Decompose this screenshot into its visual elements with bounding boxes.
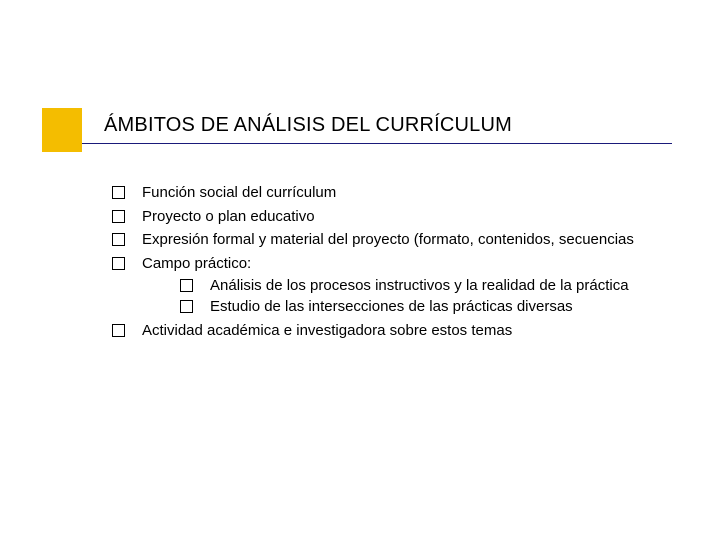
title-block: ÁMBITOS DE ANÁLISIS DEL CURRÍCULUM — [104, 114, 664, 145]
bullet-text: Función social del currículum — [142, 184, 336, 201]
list-item: Estudio de las intersecciones de las prá… — [142, 298, 672, 316]
list-item: Proyecto o plan educativo — [112, 208, 672, 226]
bullet-text: Proyecto o plan educativo — [142, 208, 315, 225]
bullet-text: Campo práctico: — [142, 255, 251, 272]
title-underline — [82, 143, 672, 144]
bullet-text: Actividad académica e investigadora sobr… — [142, 322, 512, 339]
bullet-text: Análisis de los procesos instructivos y … — [210, 277, 629, 294]
sub-bullet-list: Análisis de los procesos instructivos y … — [142, 277, 672, 316]
list-item: Expresión formal y material del proyecto… — [112, 231, 672, 249]
bullet-list: Función social del currículum Proyecto o… — [112, 184, 672, 340]
list-item: Campo práctico: Análisis de los procesos… — [112, 255, 672, 316]
list-item: Función social del currículum — [112, 184, 672, 202]
slide-title: ÁMBITOS DE ANÁLISIS DEL CURRÍCULUM — [104, 114, 664, 145]
bullet-text: Expresión formal y material del proyecto… — [142, 231, 634, 248]
bullet-text: Estudio de las intersecciones de las prá… — [210, 298, 573, 315]
list-item: Actividad académica e investigadora sobr… — [112, 322, 672, 340]
accent-box — [42, 108, 82, 152]
list-item: Análisis de los procesos instructivos y … — [142, 277, 672, 295]
content-block: Función social del currículum Proyecto o… — [112, 184, 672, 346]
